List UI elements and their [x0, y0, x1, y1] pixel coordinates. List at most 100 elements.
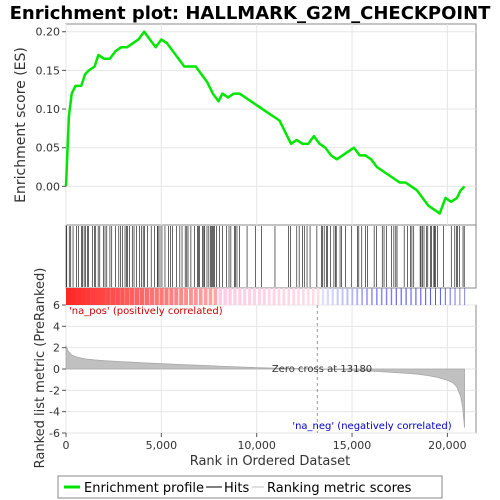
es-tick-label: 0.05 — [36, 142, 61, 155]
gradient-segment — [307, 288, 309, 305]
gradient-segment — [337, 288, 339, 305]
gradient-segment — [174, 288, 178, 305]
gradient-segment — [248, 288, 251, 305]
gradient-segment — [66, 288, 71, 305]
gradient-segment — [292, 288, 295, 305]
x-tick-label: 20,000 — [428, 439, 467, 452]
gradient-segment — [96, 288, 101, 305]
gradient-segment — [297, 288, 300, 305]
gradient-segment — [371, 288, 373, 305]
gradient-segment — [184, 288, 188, 305]
gradient-segment — [351, 288, 353, 305]
es-tick-label: 0.00 — [36, 180, 61, 193]
hits-layer — [67, 226, 464, 287]
x-tick-label: 10,000 — [237, 439, 276, 452]
gradient-segment — [71, 288, 76, 305]
gradient-segment — [445, 288, 446, 305]
gradient-segment — [440, 288, 441, 305]
metric-tick-label: 2 — [53, 342, 60, 355]
gradient-segment — [130, 288, 135, 305]
metric-tick-label: 4 — [53, 320, 60, 333]
gradient-segment — [346, 288, 348, 305]
gradient-segment — [125, 288, 130, 305]
gradient-segment — [287, 288, 290, 305]
ranked-metric-area — [66, 346, 465, 428]
gradient-segment — [194, 288, 198, 305]
gradient-segment — [219, 288, 223, 305]
gradient-segment — [120, 288, 125, 305]
gradient-segment — [233, 288, 236, 305]
gradient-segment — [361, 288, 363, 305]
axes-layer: 0.000.050.100.150.20-6-4-202460 5,000 10,0… — [36, 26, 467, 452]
gradient-segment — [105, 288, 110, 305]
x-tick-label: 0 — [63, 439, 70, 452]
gradient-segment — [155, 288, 159, 305]
es-y-axis-title: Enrichment score (ES) — [13, 47, 29, 203]
gradient-segment — [135, 288, 140, 305]
gradient-segment — [386, 288, 387, 305]
gradient-segment — [199, 288, 203, 305]
gradient-segment — [100, 288, 105, 305]
gradient-segment — [209, 288, 213, 305]
metric-tick-label: 6 — [53, 299, 60, 312]
rank-gradient-bar — [66, 288, 465, 305]
gradient-segment — [253, 288, 256, 305]
gradient-segment — [91, 288, 96, 305]
gradient-segment — [150, 288, 154, 305]
gradient-segment — [81, 288, 86, 305]
es-tick-label: 0.15 — [36, 64, 61, 77]
gradient-segment — [435, 288, 436, 305]
gradient-segment — [450, 288, 451, 305]
gradient-segment — [140, 288, 144, 305]
gradient-segment — [228, 288, 231, 305]
x-axis-title: Rank in Ordered Dataset — [190, 454, 351, 469]
es-grid — [66, 24, 476, 225]
metric-tick-label: 0 — [53, 363, 60, 376]
es-tick-label: 0.20 — [36, 26, 61, 39]
gradient-segment — [76, 288, 81, 305]
metric-tick-label: -4 — [49, 406, 60, 419]
gradient-segment — [273, 288, 276, 305]
gradient-segment — [312, 288, 314, 305]
gradient-segment — [410, 288, 411, 305]
gradient-segment — [425, 288, 426, 305]
gradient-segment — [322, 288, 324, 305]
es-panel-frame — [66, 24, 476, 225]
gradient-segment — [460, 288, 461, 305]
na-pos-label: 'na_pos' (positively correlated) — [69, 306, 223, 317]
chart-title: Enrichment plot: HALLMARK_G2M_CHECKPOINT — [10, 3, 492, 24]
gradient-segment — [332, 288, 334, 305]
gradient-segment — [223, 288, 226, 305]
gradient-segment — [110, 288, 115, 305]
gradient-segment — [189, 288, 193, 305]
na-neg-label: 'na_neg' (negatively correlated) — [292, 421, 451, 432]
gradient-segment — [86, 288, 91, 305]
gradient-segment — [455, 288, 456, 305]
gradient-segment — [258, 288, 261, 305]
gradient-segment — [204, 288, 208, 305]
zero-cross-label: Zero cross at 13180 — [272, 364, 372, 375]
gradient-segment — [376, 288, 378, 305]
legend-hits-label: Hits — [224, 481, 249, 496]
gradient-segment — [278, 288, 281, 305]
gradient-segment — [243, 288, 246, 305]
es-tick-label: 0.10 — [36, 103, 61, 116]
gradient-segment — [179, 288, 183, 305]
gradient-segment — [268, 288, 271, 305]
gradient-segment — [169, 288, 173, 305]
gradient-segment — [283, 288, 286, 305]
gradient-segment — [401, 288, 402, 305]
gradient-segment — [263, 288, 266, 305]
gradient-segment — [465, 288, 466, 305]
gradient-segment — [420, 288, 421, 305]
legend-metric-label: Ranking metric scores — [267, 481, 412, 496]
gradient-segment — [406, 288, 407, 305]
gradient-segment — [366, 288, 368, 305]
gradient-segment — [381, 288, 383, 305]
gradient-segment — [302, 288, 304, 305]
gradient-segment — [214, 288, 218, 305]
gradient-segment — [159, 288, 163, 305]
gradient-segment — [238, 288, 241, 305]
gradient-segment — [317, 288, 319, 305]
x-tick-label: 15,000 — [333, 439, 372, 452]
